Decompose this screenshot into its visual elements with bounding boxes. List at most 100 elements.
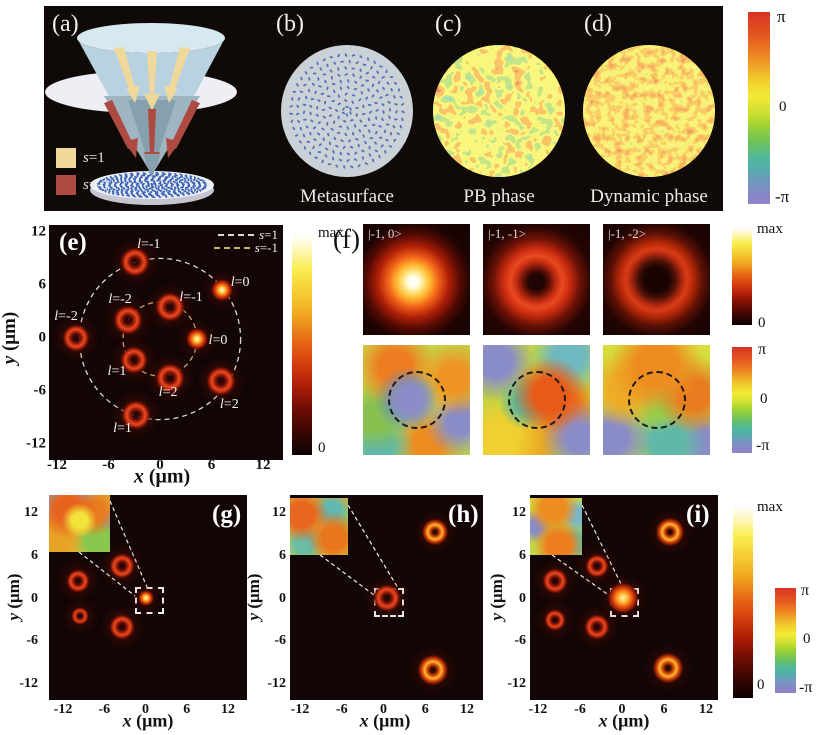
x-axis-label-e: x (μm) xyxy=(133,465,191,488)
x-axis-label-i: x (μm) xyxy=(598,710,650,731)
legend-row-sm1: s=-1 xyxy=(170,241,278,254)
tick-label: -12 xyxy=(19,676,38,691)
tick-label: 6 xyxy=(279,547,286,563)
tick-label: 12 xyxy=(31,223,46,240)
intensity-colorbar-e xyxy=(292,233,312,455)
beam-spot xyxy=(417,655,448,686)
beam-spot xyxy=(211,279,234,302)
s1-swatch xyxy=(56,148,76,168)
ket-label-1: |-1, -1> xyxy=(488,226,527,241)
oam-mode-label: l=-2 xyxy=(108,291,132,307)
tick-label: -12 xyxy=(290,702,310,717)
dashed-circle-icon xyxy=(627,371,686,429)
tick-label: 12 xyxy=(221,702,235,717)
tick-label: 0 xyxy=(38,329,47,346)
y-axis-label-h: y (μm) xyxy=(244,573,263,621)
y-axis-ticks-e: 12 6 0 -6 -12 xyxy=(8,224,47,451)
colorbar-max-label-f: max xyxy=(757,221,783,237)
oam-mode-label: l=-2 xyxy=(54,309,78,325)
intensity-image-ket2: |-1, -2> xyxy=(603,224,710,335)
colorbar-zero-label-ghi: 0 xyxy=(757,677,765,693)
x-axis-label-h: x (μm) xyxy=(359,710,411,731)
oam-mode-label: l=0 xyxy=(230,275,250,291)
tick-label: 6 xyxy=(660,702,668,717)
beam-spot xyxy=(541,567,568,594)
s1-legend-label: s=1 xyxy=(259,227,278,242)
beam-spot xyxy=(583,614,610,641)
beam-spot xyxy=(155,362,186,393)
phase-colorbar-abcd xyxy=(748,12,770,204)
y-axis-label-i: y (μm) xyxy=(487,573,506,621)
colorbar-pi-label: π xyxy=(777,7,786,26)
tick-label: -6 xyxy=(574,702,586,717)
phase-image-ket0 xyxy=(363,345,470,455)
metasurface-caption: Metasurface xyxy=(300,186,394,207)
beam-spot xyxy=(109,552,136,579)
beam-spot xyxy=(656,518,685,547)
tick-label: -6 xyxy=(102,457,115,473)
colorbar-zero-label-f2: 0 xyxy=(760,391,768,407)
panel-b-label: (b) xyxy=(276,11,304,37)
x-axis-ticks-h: -12 -6 0 6 12 xyxy=(291,702,474,718)
tick-label: 0 xyxy=(618,702,626,717)
ket-label-0: |-1, 0> xyxy=(368,226,402,241)
beam-spot xyxy=(109,614,136,641)
ket-label-2: |-1, -2> xyxy=(608,226,647,241)
intensity-image-ket1: |-1, -1> xyxy=(483,224,590,335)
beam-spot xyxy=(121,399,152,430)
tick-label: 6 xyxy=(38,276,47,293)
tick-label: -6 xyxy=(335,702,348,717)
oam-mode-label: l=2 xyxy=(158,384,178,400)
panel-a-label: (a) xyxy=(52,11,79,37)
panel-i-plot xyxy=(530,495,718,700)
oam-mode-label: l=2 xyxy=(219,397,239,412)
panel-d-label: (d) xyxy=(584,11,612,37)
intensity-colorbar-f xyxy=(732,227,752,325)
tick-label: 12 xyxy=(24,505,38,520)
phase-inset-h xyxy=(290,498,348,555)
colorbar-negpi-label-f: -π xyxy=(756,437,770,454)
legend-item-s1: s=1 xyxy=(56,148,110,168)
s1-dash-icon xyxy=(218,233,255,236)
intensity-colorbar-ghi xyxy=(733,505,753,698)
x-axis-ticks-e: -12 -6 0 6 12 xyxy=(47,457,271,474)
beam-spot xyxy=(185,328,208,350)
beam-spot xyxy=(206,366,237,396)
tick-label: -12 xyxy=(507,676,526,691)
beam-spot xyxy=(608,583,639,613)
colorbar-zero-label: 0 xyxy=(779,99,787,115)
panel-h-plot xyxy=(290,495,483,700)
oam-mode-label: l=1 xyxy=(113,420,132,436)
beam-spot xyxy=(119,246,150,277)
colorbar-max-label-ghi: max xyxy=(757,499,783,515)
panel-e-plot: l=-1 l=0 l=-1 l=-2 l=-2 l=0 l=1 l=2 l=2 l=1 xyxy=(49,225,283,460)
beam-spot xyxy=(71,607,90,626)
beam-spot xyxy=(119,346,148,374)
zoom-box-g xyxy=(135,587,164,614)
y-axis-ticks-g: 12 6 0 -6 -12 xyxy=(2,506,38,691)
tick-label: 0 xyxy=(156,457,164,473)
colorbar-negpi-label-ghi: -π xyxy=(799,679,813,696)
panel-abcd-strip xyxy=(44,6,723,211)
legend-row-s1: s=1 xyxy=(170,228,278,241)
panel-c-label: (c) xyxy=(435,11,462,37)
tick-label: 12 xyxy=(460,702,474,717)
colorbar-zero-label-ghi2: 0 xyxy=(803,631,811,647)
s1-label: s=1 xyxy=(83,149,105,166)
beam-spot xyxy=(584,553,609,578)
tick-label: 0 xyxy=(31,590,38,606)
tick-label: 0 xyxy=(519,590,526,606)
tick-label: -12 xyxy=(47,457,67,473)
tick-label: 6 xyxy=(519,547,526,563)
x-axis-ticks-i: -12 -6 0 6 12 xyxy=(529,702,713,718)
phase-inset-g xyxy=(49,495,110,552)
tick-label: 0 xyxy=(380,702,387,717)
tick-label: -6 xyxy=(26,633,38,649)
beam-spot xyxy=(113,304,144,335)
phase-image-ket2 xyxy=(603,345,710,455)
dashed-circle-icon xyxy=(387,371,446,429)
spin-legend: s=1 s=-1 xyxy=(56,148,110,202)
beam-spot xyxy=(543,608,566,631)
colorbar-pi-label-ghi: π xyxy=(801,582,810,599)
